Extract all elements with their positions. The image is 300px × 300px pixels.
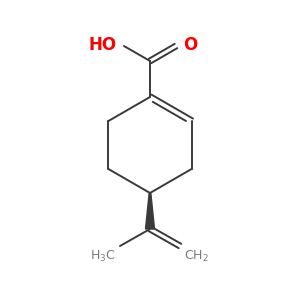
Text: CH$_2$: CH$_2$ (184, 249, 209, 264)
Text: H$_3$C: H$_3$C (90, 249, 116, 264)
Text: O: O (183, 36, 197, 54)
Text: HO: HO (89, 36, 117, 54)
Polygon shape (146, 193, 154, 229)
